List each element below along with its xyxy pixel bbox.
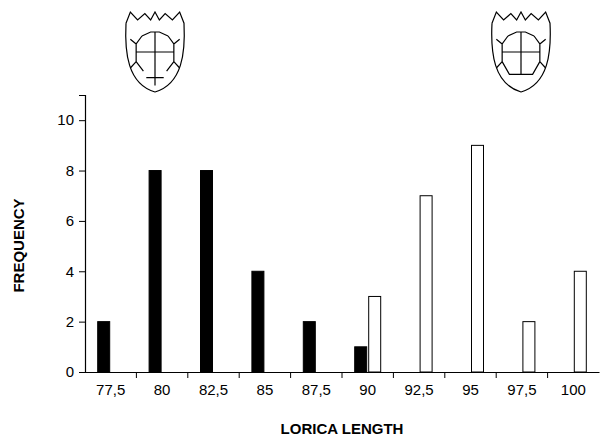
bar xyxy=(420,196,432,372)
bar xyxy=(303,322,315,372)
x-tick-label: 87,5 xyxy=(302,381,331,398)
plot: 0 2 4 6 8 10 77,5 80 82,5 85 87,5 90 92,5 95 97,5 100 xyxy=(57,96,599,398)
category-divider xyxy=(393,372,394,378)
y-tick-label: 6 xyxy=(66,212,74,229)
bar xyxy=(523,322,535,372)
x-tick-label: 92,5 xyxy=(404,381,433,398)
x-tick-label: 80 xyxy=(154,381,171,398)
y-axis-title: FREQUENCY xyxy=(10,198,27,292)
y-tick-label: 10 xyxy=(57,111,74,128)
bar xyxy=(369,296,381,372)
category-divider xyxy=(290,372,291,378)
y-tick: 0 xyxy=(66,363,85,380)
x-tick-label: 85 xyxy=(257,381,274,398)
bar xyxy=(472,145,484,372)
lorica-outline xyxy=(492,12,551,92)
lorica-outline xyxy=(126,12,185,92)
x-tick: 80 xyxy=(154,372,171,398)
chart: 0 2 4 6 8 10 77,5 80 82,5 85 87,5 90 92,5 95 97,5 100 LO… xyxy=(0,0,611,448)
y-tick-mark xyxy=(79,372,85,373)
x-tick-label: 97,5 xyxy=(507,381,536,398)
x-tick-label: 100 xyxy=(561,381,586,398)
y-tick-mark xyxy=(79,322,85,323)
bar xyxy=(98,322,110,372)
category-dividers xyxy=(136,372,547,378)
x-tick-label: 77,5 xyxy=(96,381,125,398)
y-tick-mark xyxy=(79,171,85,172)
y-tick-label: 2 xyxy=(66,313,74,330)
category-divider xyxy=(342,372,343,378)
x-tick: 87,5 xyxy=(302,372,331,398)
lorica-icon xyxy=(126,12,185,92)
category-divider xyxy=(187,372,188,378)
x-axis-title: LORICA LENGTH xyxy=(281,420,404,437)
bar xyxy=(355,347,367,372)
y-tick-label: 8 xyxy=(66,162,74,179)
y-tick: 8 xyxy=(66,162,85,179)
category-divider xyxy=(444,372,445,378)
category-divider xyxy=(547,372,548,378)
bar xyxy=(149,171,161,372)
x-tick: 82,5 xyxy=(199,372,228,398)
x-tick: 85 xyxy=(257,372,274,398)
category-divider xyxy=(239,372,240,378)
bars xyxy=(98,145,587,372)
category-divider xyxy=(496,372,497,378)
x-tick: 77,5 xyxy=(96,372,125,398)
y-tick-label: 4 xyxy=(66,263,74,280)
y-tick-mark xyxy=(79,221,85,222)
lorica-icon xyxy=(492,12,551,92)
x-tick: 95 xyxy=(462,372,479,398)
bar xyxy=(201,171,213,372)
bar xyxy=(252,271,264,372)
y-tick: 4 xyxy=(66,263,85,280)
y-tick: 6 xyxy=(66,212,85,229)
y-axis-line xyxy=(79,96,86,373)
x-tick-label: 95 xyxy=(462,381,479,398)
y-tick: 10 xyxy=(57,111,85,128)
y-tick-mark xyxy=(79,271,85,272)
x-tick: 100 xyxy=(561,372,586,398)
bar xyxy=(574,271,586,372)
x-tick: 92,5 xyxy=(404,372,433,398)
y-tick-mark xyxy=(79,120,85,121)
y-axis: 0 2 4 6 8 10 xyxy=(57,96,85,381)
y-tick: 2 xyxy=(66,313,85,330)
lorica-plates xyxy=(496,32,545,74)
x-tick: 97,5 xyxy=(507,372,536,398)
lorica-plates xyxy=(130,32,179,86)
category-divider xyxy=(136,372,137,378)
x-axis: 77,5 80 82,5 85 87,5 90 92,5 95 97,5 100 xyxy=(86,372,600,398)
x-tick-label: 90 xyxy=(359,381,376,398)
y-tick-label: 0 xyxy=(66,363,74,380)
x-tick: 90 xyxy=(359,372,376,398)
x-tick-label: 82,5 xyxy=(199,381,228,398)
